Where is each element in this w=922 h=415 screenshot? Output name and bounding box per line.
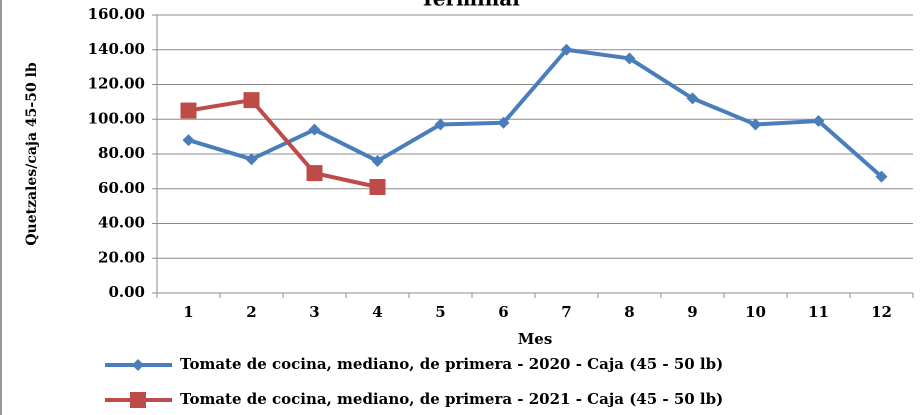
marker xyxy=(749,118,762,131)
x-axis-label: Mes xyxy=(518,330,553,348)
legend-label: Tomate de cocina, mediano, de primera - … xyxy=(180,390,723,408)
marker xyxy=(371,154,384,167)
marker xyxy=(182,134,195,147)
y-tick-label: 140.00 xyxy=(88,40,145,58)
marker xyxy=(686,92,699,105)
legend-label: Tomate de cocina, mediano, de primera - … xyxy=(180,355,723,373)
marker xyxy=(875,170,888,183)
x-tick-label: 9 xyxy=(687,303,697,321)
y-tick-label: 120.00 xyxy=(88,75,145,93)
marker xyxy=(308,123,321,136)
series-line xyxy=(188,98,378,189)
x-tick-label: 1 xyxy=(183,303,193,321)
marker xyxy=(245,153,258,166)
y-tick-label: 100.00 xyxy=(88,109,145,127)
marker xyxy=(369,179,386,196)
legend-marker xyxy=(132,359,144,371)
x-tick-label: 4 xyxy=(372,303,382,321)
marker xyxy=(560,43,573,56)
legend-marker xyxy=(130,392,146,408)
x-tick-label: 5 xyxy=(435,303,445,321)
marker xyxy=(497,116,510,129)
x-tick-label: 3 xyxy=(309,303,319,321)
x-tick-label: 12 xyxy=(871,303,892,321)
chart-title: Terminal xyxy=(420,0,520,11)
y-tick-label: 40.00 xyxy=(98,214,145,232)
y-tick-label: 60.00 xyxy=(98,179,145,197)
x-tick-label: 6 xyxy=(498,303,508,321)
x-tick-label: 11 xyxy=(808,303,829,321)
y-tick-label: 20.00 xyxy=(98,248,145,266)
x-tick-label: 10 xyxy=(745,303,766,321)
x-tick-label: 8 xyxy=(624,303,634,321)
y-tick-label: 0.00 xyxy=(108,283,145,301)
marker xyxy=(243,92,260,109)
marker xyxy=(306,165,323,182)
marker xyxy=(623,52,636,65)
marker xyxy=(180,102,197,119)
marker xyxy=(812,114,825,127)
marker xyxy=(434,118,447,131)
series-line xyxy=(187,47,883,179)
y-tick-label: 80.00 xyxy=(98,144,145,162)
x-tick-label: 2 xyxy=(246,303,256,321)
x-tick-label: 7 xyxy=(561,303,571,321)
y-axis-label: Quetzales/caja 45-50 lb xyxy=(24,62,40,246)
y-tick-label: 160.00 xyxy=(88,5,145,23)
